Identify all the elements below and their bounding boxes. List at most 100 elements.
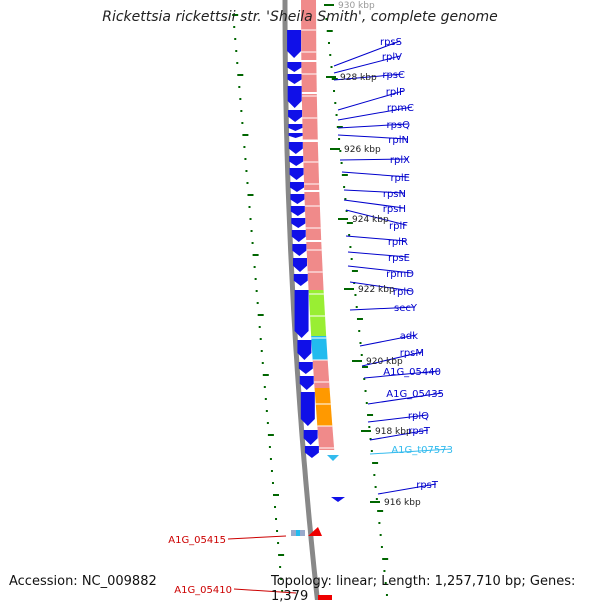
gc-tick (252, 254, 259, 256)
gene-labels: rpsS rplV rpsC rplP rpmC rpsQ rplN rplX rplE rpsN… (168, 37, 453, 596)
label-leader (367, 414, 428, 423)
gc-tick (236, 62, 239, 64)
gc-tick (343, 186, 346, 188)
gene-label[interactable]: rplX (390, 155, 410, 166)
gc-tick (355, 306, 358, 308)
gc-tick (274, 506, 277, 508)
gc-tick (331, 78, 338, 80)
gene-label[interactable]: secY (394, 303, 418, 314)
gc-tick (367, 414, 374, 416)
gene-label[interactable]: rplV (382, 52, 402, 63)
gc-tick (350, 258, 353, 260)
cds-bar-segment (302, 142, 320, 190)
gene-arrow (298, 362, 313, 374)
feature-segment (308, 290, 327, 336)
gene-label[interactable]: rplP (386, 87, 405, 98)
gc-tick (261, 362, 264, 364)
gene-label[interactable]: A1G_05435 (386, 389, 444, 400)
reverse-gene-box (318, 595, 332, 600)
gene-label[interactable]: A1G_05415 (168, 535, 226, 546)
gc-tick (265, 410, 268, 412)
gene-label[interactable]: rpsC (382, 70, 405, 81)
label-leaders (227, 40, 452, 594)
gc-tick (256, 302, 259, 304)
gc-tick (374, 486, 377, 488)
gene-label[interactable]: rpsE (388, 253, 410, 264)
gc-tick (277, 542, 280, 544)
trna-marker (327, 455, 339, 461)
gc-tick (378, 522, 381, 524)
gene-label[interactable]: rpmD (386, 269, 414, 280)
gene-label[interactable]: rpmC (387, 103, 414, 114)
gene-label[interactable]: A1G_05410 (174, 585, 232, 596)
gene-label[interactable]: A1G_05440 (383, 367, 441, 378)
gene-label[interactable]: rplR (388, 237, 408, 248)
label-leader (361, 351, 423, 367)
gc-tick (339, 150, 342, 152)
gene-arrow (297, 340, 312, 360)
gene-label[interactable]: adk (400, 331, 418, 342)
feature-segment (311, 336, 328, 360)
feature-segment (314, 388, 333, 426)
gc-tick (338, 138, 341, 140)
gene-arrow (294, 290, 309, 338)
gc-tick (276, 530, 279, 532)
gene-label[interactable]: rplQ (408, 411, 429, 422)
gc-tick (264, 398, 267, 400)
gc-tick (365, 402, 368, 404)
gc-tick (268, 446, 271, 448)
label-leader (337, 134, 408, 140)
accession-label: Accession: NC_009882 (9, 574, 157, 589)
gene-label[interactable]: rpsS (380, 37, 402, 48)
gene-arrow (288, 124, 303, 131)
label-leader (337, 90, 404, 111)
gene-label[interactable]: rpsT (416, 480, 439, 491)
gc-tick (234, 38, 237, 40)
gc-tick (245, 170, 248, 172)
gc-tick (262, 374, 269, 376)
gc-tick (244, 158, 247, 160)
gene-label[interactable]: A1G_t07573 (391, 445, 453, 456)
scale-label: 922 kbp (358, 285, 395, 295)
gene-label[interactable]: rpsT (408, 426, 431, 437)
label-leader (359, 334, 417, 347)
gc-tick (237, 74, 244, 76)
gene-label[interactable]: rpsH (383, 204, 406, 215)
label-leader (337, 123, 409, 129)
gc-tick (272, 494, 279, 496)
gene-arrow (290, 206, 305, 216)
map-title: Rickettsia rickettsii str. 'Sheila Smith… (102, 9, 498, 25)
scale-label: 920 kbp (366, 357, 403, 367)
label-leader (337, 106, 413, 121)
gc-tick (280, 578, 283, 580)
gene-label[interactable]: rplF (389, 221, 408, 232)
gc-tick (246, 182, 249, 184)
gene-label[interactable]: rpsN (383, 189, 406, 200)
cds-bar-segment (304, 192, 322, 240)
gc-tick (349, 246, 352, 248)
gene-label[interactable]: rplE (390, 173, 410, 184)
label-leader (343, 199, 405, 209)
gc-tick (370, 450, 373, 452)
reverse-gene-arrow (308, 527, 322, 536)
scale-label: 930 kbp (338, 1, 375, 11)
cds-bar-segment (301, 94, 318, 140)
gc-tick (257, 314, 264, 316)
gc-tick (253, 266, 256, 268)
small-gene-marker (331, 497, 345, 502)
gc-tick (384, 582, 387, 584)
gc-tick (335, 114, 338, 116)
label-leader (227, 535, 287, 540)
gene-arrow (291, 230, 306, 242)
feature-segment (317, 426, 335, 450)
gene-label[interactable]: rpsM (400, 348, 424, 359)
label-leader (341, 171, 409, 178)
gene-label[interactable]: rplO (393, 287, 414, 298)
feature-segment (312, 360, 330, 388)
gc-tick (380, 546, 383, 548)
gc-tick (233, 26, 236, 28)
gene-label[interactable]: rplN (388, 135, 409, 146)
gene-label[interactable]: rpsQ (386, 120, 410, 131)
gc-skew-plot (232, 14, 389, 596)
